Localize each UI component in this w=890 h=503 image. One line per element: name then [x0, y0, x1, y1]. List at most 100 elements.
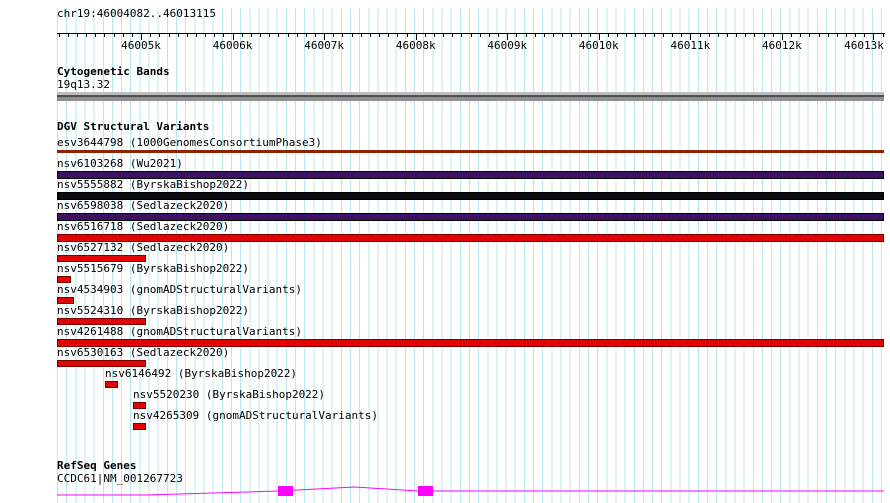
ruler-tick-label: 46007k — [304, 39, 345, 52]
ruler-tick — [488, 34, 490, 37]
variant-bar[interactable] — [133, 402, 146, 409]
ruler-tick — [324, 34, 326, 40]
variant-bar[interactable] — [105, 381, 118, 388]
ruler-tick — [553, 34, 555, 37]
variant-bar[interactable] — [57, 360, 146, 367]
ruler-tick — [424, 34, 426, 37]
gene-intron-line — [57, 486, 884, 496]
variant-label[interactable]: nsv5524310 (ByrskaBishop2022) — [57, 304, 250, 317]
track-heading-dgv: DGV Structural Variants — [57, 120, 210, 133]
variant-bar[interactable] — [57, 192, 884, 200]
variant-label[interactable]: nsv6530163 (Sedlazeck2020) — [57, 346, 230, 359]
ruler-tick — [626, 34, 628, 37]
ruler-tick — [717, 34, 719, 37]
ruler-tick — [443, 34, 445, 37]
ruler-baseline — [57, 33, 885, 34]
ruler-tick — [241, 34, 243, 37]
ruler-tick — [406, 34, 408, 37]
variant-label[interactable]: nsv5515679 (ByrskaBishop2022) — [57, 262, 250, 275]
variant-bar[interactable] — [57, 339, 884, 347]
variant-label[interactable]: nsv4265309 (gnomADStructuralVariants) — [133, 409, 379, 422]
variant-label[interactable]: nsv6103268 (Wu2021) — [57, 157, 183, 170]
ruler-tick — [452, 34, 454, 37]
variant-bar[interactable] — [57, 255, 146, 262]
ruler-tick — [708, 34, 710, 37]
ruler-tick-label: 46010k — [578, 39, 619, 52]
variant-label[interactable]: nsv4534903 (gnomADStructuralVariants) — [57, 283, 303, 296]
ruler-tick — [543, 34, 545, 37]
ruler-tick — [415, 34, 417, 40]
variant-label[interactable]: nsv6527132 (Sedlazeck2020) — [57, 241, 230, 254]
ruler-tick — [141, 34, 143, 40]
ruler-tick — [507, 34, 509, 40]
gene-exon[interactable] — [278, 486, 293, 496]
variant-bar[interactable] — [57, 234, 884, 242]
ruler-tick — [763, 34, 765, 37]
variant-bar[interactable] — [57, 318, 146, 325]
variant-label[interactable]: nsv5555882 (ByrskaBishop2022) — [57, 178, 250, 191]
ruler-tick — [690, 34, 692, 40]
ruler-tick — [86, 34, 88, 37]
region-coordinates: chr19:46004082..46013115 — [57, 7, 216, 20]
ruler-tick — [672, 34, 674, 37]
ruler-tick — [379, 34, 381, 37]
variant-bar[interactable] — [57, 213, 884, 221]
ruler-tick — [223, 34, 225, 37]
gene-exon[interactable] — [418, 486, 433, 496]
track-heading-refseq: RefSeq Genes — [57, 459, 137, 472]
ruler-tick — [607, 34, 609, 37]
variant-label[interactable]: esv3644798 (1000GenomesConsortiumPhase3) — [57, 136, 322, 149]
ruler-tick — [342, 34, 344, 37]
gene-label: CCDC61|NM_001267723 — [57, 472, 183, 485]
ruler-tick — [351, 34, 353, 37]
ruler-tick — [131, 34, 133, 37]
ruler-tick — [314, 34, 316, 37]
ruler-tick — [397, 34, 399, 37]
ruler-tick — [836, 34, 838, 37]
gene-model[interactable] — [57, 483, 884, 499]
ruler-tick — [745, 34, 747, 37]
variant-label[interactable]: nsv6516718 (Sedlazeck2020) — [57, 220, 230, 233]
ruler-tick-label: 46013k — [844, 39, 884, 52]
ruler-tick — [195, 34, 197, 37]
ruler-tick-label: 46009k — [487, 39, 528, 52]
ruler-tick — [360, 34, 362, 37]
ruler-tick-label: 46011k — [670, 39, 711, 52]
ruler-tick — [736, 34, 738, 37]
ruler-tick — [525, 34, 527, 37]
ruler-tick — [827, 34, 829, 37]
cytoband-bar[interactable] — [57, 92, 884, 101]
variant-label[interactable]: nsv6598038 (Sedlazeck2020) — [57, 199, 230, 212]
ruler-tick — [635, 34, 637, 37]
ruler-tick — [681, 34, 683, 37]
variant-label[interactable]: nsv4261488 (gnomADStructuralVariants) — [57, 325, 303, 338]
ruler-tick — [498, 34, 500, 37]
variant-bar[interactable] — [57, 171, 884, 179]
ruler-tick — [168, 34, 170, 37]
ruler-tick — [159, 34, 161, 37]
ruler-tick — [818, 34, 820, 37]
variant-bar[interactable] — [57, 150, 884, 153]
ruler-tick — [67, 34, 69, 37]
ruler-tick — [772, 34, 774, 37]
variant-label[interactable]: nsv5520230 (ByrskaBishop2022) — [133, 388, 326, 401]
variant-label[interactable]: nsv6146492 (ByrskaBishop2022) — [105, 367, 298, 380]
variant-bar[interactable] — [133, 423, 146, 430]
ruler-tick — [95, 34, 97, 37]
track-heading-cytobands: Cytogenetic Bands — [57, 65, 170, 78]
ruler-tick — [653, 34, 655, 37]
ruler-tick — [562, 34, 564, 37]
ruler-tick — [214, 34, 216, 37]
ruler-tick — [855, 34, 857, 37]
ruler-tick — [726, 34, 728, 37]
ruler-tick — [864, 34, 866, 37]
ruler-tick — [882, 34, 884, 37]
ruler-tick — [589, 34, 591, 37]
variant-bar[interactable] — [57, 297, 74, 304]
ruler-tick — [122, 34, 124, 37]
ruler-tick-label: 46006k — [212, 39, 253, 52]
ruler-tick — [781, 34, 783, 40]
cytoband-label: 19q13.32 — [57, 78, 110, 91]
variant-bar[interactable] — [57, 276, 71, 283]
ruler-tick — [479, 34, 481, 37]
